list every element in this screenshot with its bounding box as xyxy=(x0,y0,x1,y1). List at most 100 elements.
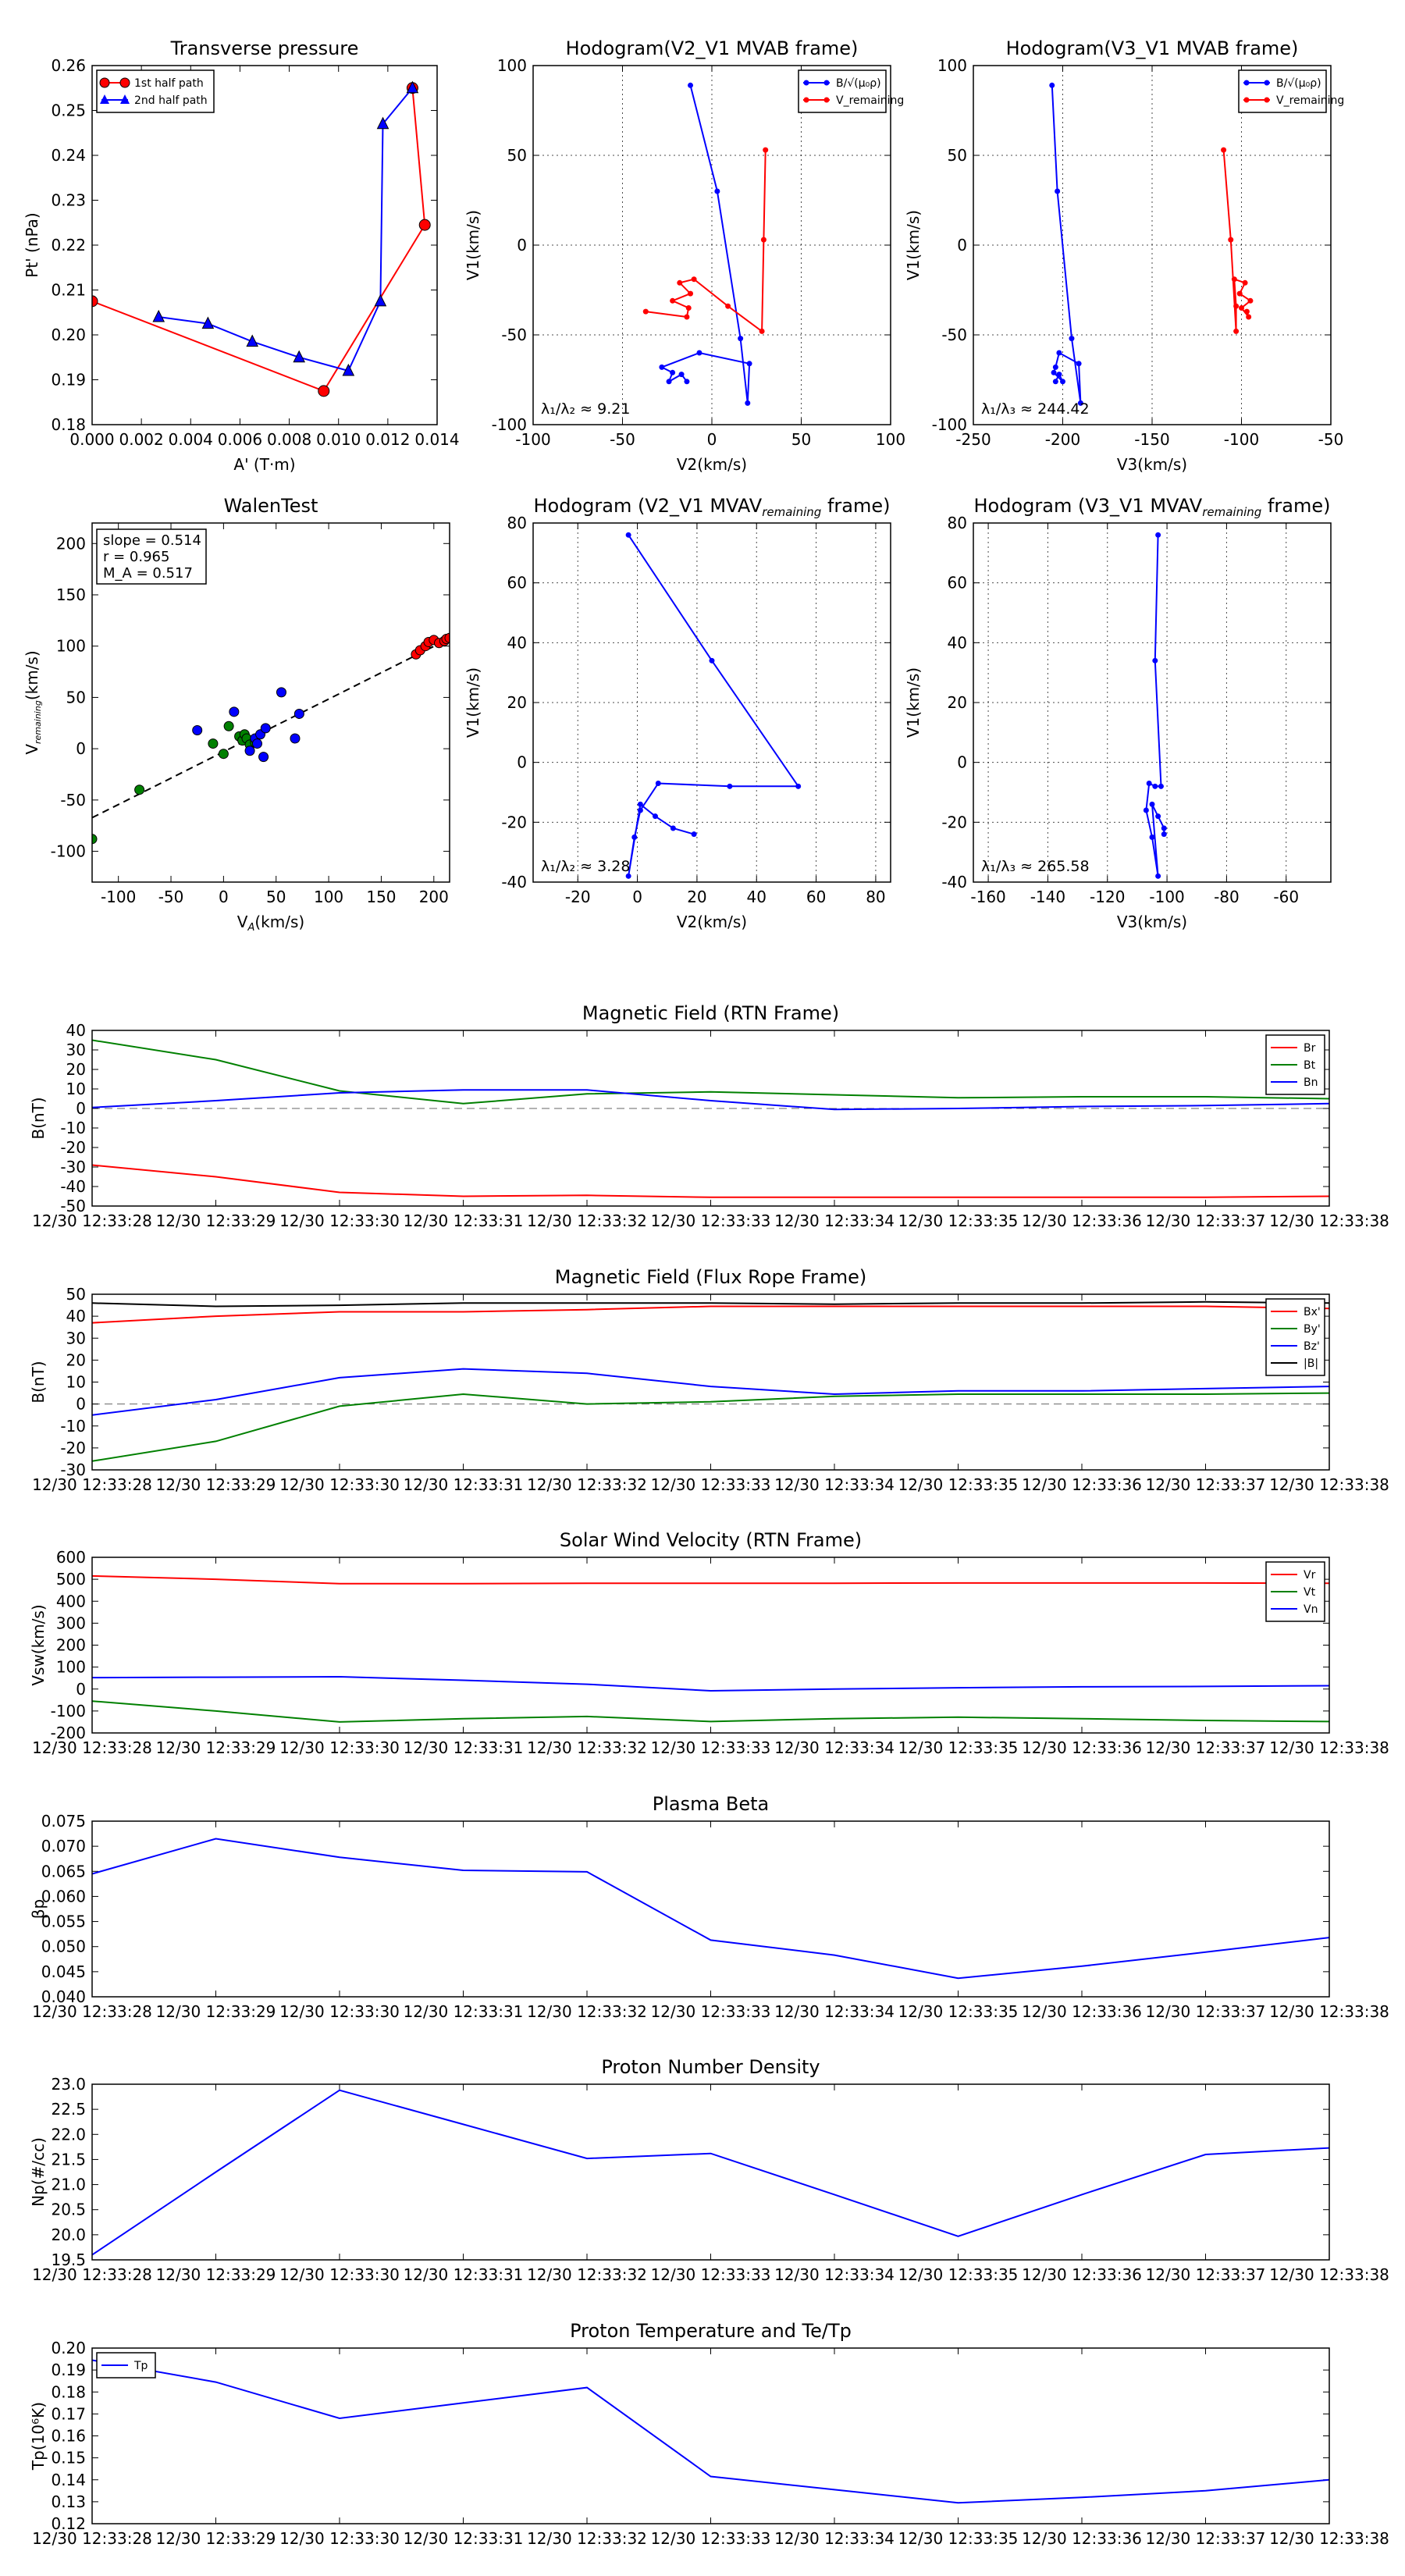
x-tick-label: 12/30 12:33:30 xyxy=(279,1738,400,1757)
y-axis-label: Tp(10⁶K) xyxy=(29,2402,48,2471)
x-tick-label: -60 xyxy=(1273,888,1299,906)
data-point xyxy=(1158,783,1164,789)
legend-label: 1st half path xyxy=(134,77,204,90)
data-point xyxy=(1051,369,1057,375)
x-tick-label: 12/30 12:33:35 xyxy=(898,1212,1019,1230)
data-point xyxy=(192,724,203,735)
data-point xyxy=(759,328,765,334)
eigen-ratio-label: λ₁/λ₂ ≈ 9.21 xyxy=(541,400,630,418)
series-line-Bn xyxy=(92,1089,1329,1111)
x-tick-label: 150 xyxy=(366,888,396,906)
axes-frame xyxy=(973,522,1332,883)
y-axis-label: V1(km/s) xyxy=(464,667,482,738)
legend-label: V_remaining xyxy=(1276,94,1344,107)
data-point xyxy=(1155,813,1161,820)
data-point xyxy=(406,80,419,94)
axes-frame xyxy=(91,2083,1330,2261)
y-tick-label: -30 xyxy=(60,1461,86,1479)
x-tick-label: 0.000 xyxy=(69,430,114,449)
panel-hodo2: Hodogram(V3_V1 MVAB frame) -250 -200 -150 -1… xyxy=(904,37,1344,474)
y-tick-label: 0 xyxy=(957,753,967,772)
panel-vsw: Solar Wind Velocity (RTN Frame) 12/30 12:… xyxy=(29,1529,1389,1757)
panel-walen: WalenTest -100 -50 0 50 100 150 200 -100 -50 0 50 10… xyxy=(23,495,450,934)
y-tick-label: 0.055 xyxy=(41,1912,86,1931)
x-tick-label: 12/30 12:33:34 xyxy=(774,1212,895,1230)
y-tick-label: 0 xyxy=(957,236,967,254)
y-tick-label: 0 xyxy=(517,236,527,254)
series-line-Br xyxy=(92,1164,1329,1198)
data-point xyxy=(1077,400,1083,406)
panel-np: Proton Number Density 12/30 12:33:28 12/30… xyxy=(29,2056,1389,2284)
series-line-Bx' xyxy=(92,1305,1329,1324)
y-tick-label: 40 xyxy=(66,1307,86,1325)
legend-box xyxy=(96,69,215,113)
y-tick-label: 600 xyxy=(56,1548,86,1567)
legend: Tp xyxy=(96,2352,156,2379)
x-axis-label: V3(km/s) xyxy=(1117,455,1187,474)
y-tick-label: 50 xyxy=(66,1285,86,1304)
x-tick-label: 12/30 12:33:33 xyxy=(651,1212,771,1230)
x-tick-label: 12/30 12:33:35 xyxy=(898,2265,1019,2284)
data-point xyxy=(1231,276,1237,283)
data-point xyxy=(218,749,229,760)
x-tick-label: 0.002 xyxy=(119,430,164,449)
x-tick-label: 12/30 12:33:28 xyxy=(32,2265,152,2284)
data-point xyxy=(725,303,731,309)
y-tick-label: 22.5 xyxy=(51,2100,86,2119)
stats-box xyxy=(96,528,207,585)
legend-label: Vr xyxy=(1304,1569,1316,1582)
x-tick-label: 12/30 12:33:32 xyxy=(527,1738,647,1757)
y-tick-label: 100 xyxy=(937,56,967,75)
legend-label: By' xyxy=(1304,1323,1321,1336)
x-axis-label: V2(km/s) xyxy=(677,455,747,474)
plot-area xyxy=(92,1574,1329,1723)
x-tick-label: -160 xyxy=(970,888,1005,906)
data-point xyxy=(1049,82,1055,88)
data-point xyxy=(688,82,694,88)
y-tick-label: -20 xyxy=(501,813,527,831)
y-tick-label: 0.17 xyxy=(51,2404,86,2423)
x-tick-label: 50 xyxy=(791,430,811,449)
legend-marker xyxy=(100,94,109,104)
data-point xyxy=(691,831,697,838)
data-point xyxy=(1236,290,1243,297)
data-point xyxy=(696,350,702,356)
x-tick-label: 12/30 12:33:29 xyxy=(156,2529,276,2548)
data-point xyxy=(709,657,715,664)
data-point xyxy=(1161,825,1167,831)
plot-area xyxy=(1143,532,1167,879)
y-tick-label: 20 xyxy=(66,1060,86,1079)
x-tick-label: 12/30 12:33:37 xyxy=(1146,2265,1266,2284)
stats-line: M_A = 0.517 xyxy=(103,565,193,582)
stats-line: r = 0.965 xyxy=(103,549,169,565)
y-tick-label: 0.19 xyxy=(51,2361,86,2379)
y-tick-label: 0.050 xyxy=(41,1937,86,1956)
chart-title: Magnetic Field (Flux Rope Frame) xyxy=(555,1266,866,1288)
x-tick-label: 12/30 12:33:30 xyxy=(279,2529,400,2548)
x-tick-label: 100 xyxy=(876,430,905,449)
y-tick-label: 0.19 xyxy=(51,371,86,390)
y-tick-label: 80 xyxy=(948,514,967,532)
y-axis-label: Pt' (nPa) xyxy=(23,212,41,277)
data-point xyxy=(631,834,638,840)
axes-frame xyxy=(91,1557,1330,1734)
legend-label: Bt xyxy=(1304,1059,1316,1072)
x-tick-label: 12/30 12:33:33 xyxy=(651,1738,771,1757)
data-point xyxy=(1060,379,1065,385)
data-point xyxy=(1247,297,1254,304)
y-tick-label: 0.075 xyxy=(41,1812,86,1831)
y-tick-label: -20 xyxy=(941,813,967,831)
data-point xyxy=(1152,783,1158,789)
x-tick-label: -50 xyxy=(158,888,184,906)
data-point xyxy=(201,316,215,329)
data-point xyxy=(637,801,643,807)
x-tick-label: 12/30 12:33:35 xyxy=(898,2002,1019,2021)
y-tick-label: 0.26 xyxy=(51,56,86,75)
y-tick-label: 0 xyxy=(76,739,86,758)
x-tick-label: 12/30 12:33:34 xyxy=(774,1475,895,1494)
data-point xyxy=(670,297,676,304)
chart-title: Proton Number Density xyxy=(601,2056,820,2078)
y-tick-label: 300 xyxy=(56,1614,86,1632)
data-point xyxy=(677,279,683,286)
